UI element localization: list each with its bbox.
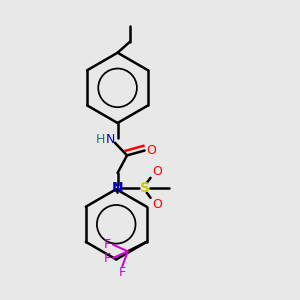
Text: H: H	[95, 133, 105, 146]
Text: S: S	[140, 181, 150, 195]
Text: O: O	[146, 144, 156, 157]
Text: F: F	[119, 266, 126, 279]
Text: O: O	[153, 165, 163, 178]
Text: F: F	[104, 238, 111, 251]
Text: O: O	[153, 197, 163, 211]
Text: N: N	[106, 133, 116, 146]
Text: N: N	[112, 181, 123, 195]
Text: F: F	[104, 252, 111, 265]
